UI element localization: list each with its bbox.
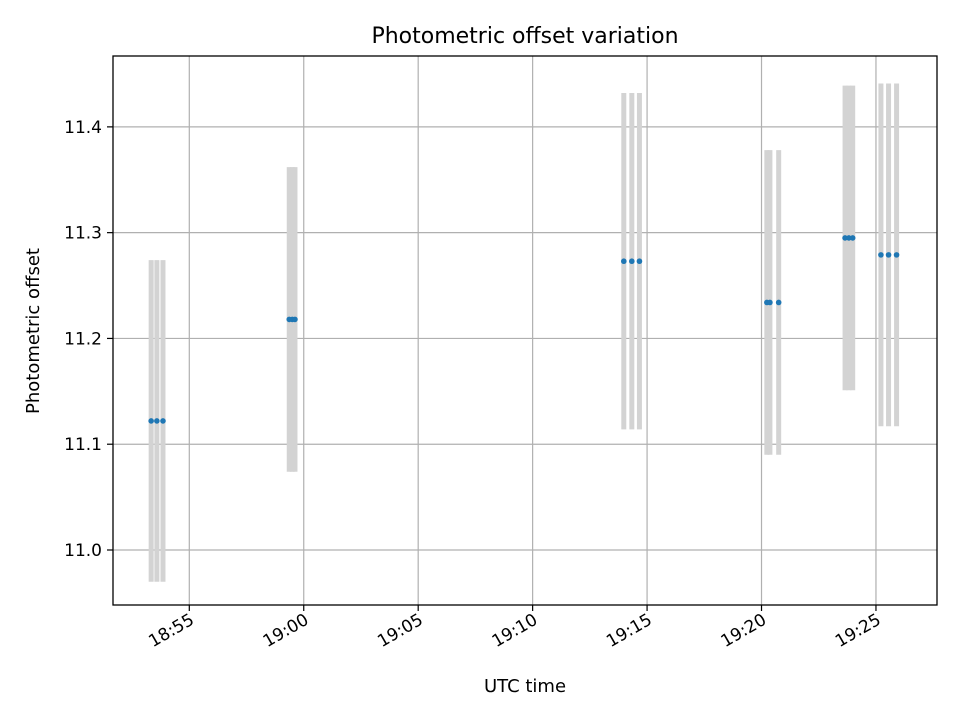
y-tick-label: 11.4 — [64, 118, 102, 138]
grid-lines — [113, 56, 937, 605]
data-point — [160, 418, 166, 424]
data-point — [148, 418, 154, 424]
data-point — [878, 252, 884, 258]
y-tick-label: 11.1 — [64, 435, 102, 455]
data-point — [292, 316, 298, 323]
y-axis-label: Photometric offset — [23, 248, 44, 414]
data-point — [893, 252, 900, 258]
plot-frame — [112, 55, 938, 606]
data-point — [621, 258, 627, 265]
y-tick-label: 11.0 — [64, 541, 102, 561]
y-axis-ticks: 11.0 11.1 11.2 11.3 11.4 — [64, 118, 113, 561]
data-point — [849, 235, 856, 241]
y-tick-label: 11.3 — [64, 224, 102, 244]
x-axis-label: UTC time — [484, 676, 566, 697]
data-point — [775, 299, 782, 306]
data-points — [148, 235, 900, 424]
data-point — [767, 299, 773, 306]
chart-title: Photometric offset variation — [371, 24, 678, 49]
y-tick-label: 11.2 — [64, 329, 102, 349]
data-point — [629, 258, 635, 265]
data-point — [636, 258, 643, 265]
data-point — [885, 252, 892, 258]
data-point — [154, 418, 160, 424]
